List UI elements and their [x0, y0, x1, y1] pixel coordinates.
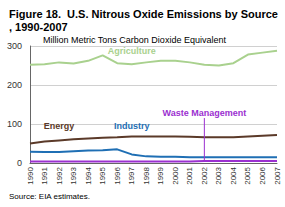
svg-text:2003: 2003	[214, 166, 223, 184]
svg-text:2002: 2002	[200, 166, 209, 184]
svg-text:, 1990-2007: , 1990-2007	[9, 21, 68, 33]
svg-text:Industry: Industry	[114, 121, 150, 131]
svg-text:1998: 1998	[142, 166, 151, 184]
svg-text:2001: 2001	[185, 166, 194, 184]
svg-text:1994: 1994	[84, 166, 93, 184]
svg-text:1997: 1997	[127, 166, 136, 184]
svg-text:1990: 1990	[26, 166, 35, 184]
svg-text:2000: 2000	[171, 166, 180, 184]
svg-text:100: 100	[7, 119, 22, 129]
svg-text:1999: 1999	[156, 166, 165, 184]
svg-text:1995: 1995	[98, 166, 107, 184]
svg-text:1992: 1992	[55, 166, 64, 184]
svg-text:2004: 2004	[229, 166, 238, 184]
svg-text:Agriculture: Agriculture	[108, 46, 156, 56]
svg-text:1991: 1991	[40, 166, 49, 184]
svg-text:Million Metric Tons Carbon Dio: Million Metric Tons Carbon Dioxide Equiv…	[43, 35, 226, 45]
svg-text:1996: 1996	[113, 166, 122, 184]
svg-text:300: 300	[7, 41, 22, 51]
svg-text:Source: EIA estimates.: Source: EIA estimates.	[9, 192, 90, 201]
svg-text:Waste Management: Waste Management	[163, 108, 247, 118]
svg-text:1993: 1993	[69, 166, 78, 184]
svg-text:2007: 2007	[273, 166, 282, 184]
svg-text:2005: 2005	[243, 166, 252, 184]
svg-text:0: 0	[17, 158, 22, 168]
svg-text:Energy: Energy	[44, 121, 75, 131]
svg-text:Figure 18. U.S. Nitrous Oxide: Figure 18. U.S. Nitrous Oxide Emissions …	[9, 8, 278, 20]
svg-text:200: 200	[7, 80, 22, 90]
svg-text:2006: 2006	[258, 166, 267, 184]
